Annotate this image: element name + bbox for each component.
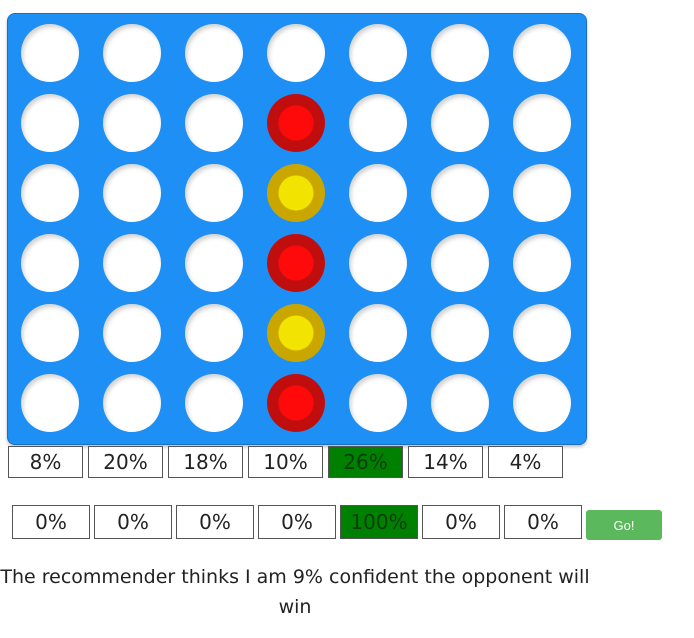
red-disc[interactable] bbox=[267, 94, 325, 152]
empty-slot[interactable] bbox=[513, 94, 571, 152]
empty-slot[interactable] bbox=[103, 234, 161, 292]
recommendation-column-7[interactable]: 4% bbox=[488, 446, 563, 478]
recommendation-column-1[interactable]: 8% bbox=[8, 446, 83, 478]
empty-slot[interactable] bbox=[431, 234, 489, 292]
go-button[interactable]: Go! bbox=[586, 510, 662, 540]
yellow-disc[interactable] bbox=[267, 304, 325, 362]
yellow-disc[interactable] bbox=[267, 164, 325, 222]
empty-slot[interactable] bbox=[185, 234, 243, 292]
selection-column-6[interactable]: 0% bbox=[422, 505, 500, 539]
selection-column-4[interactable]: 0% bbox=[258, 505, 336, 539]
selection-column-2[interactable]: 0% bbox=[94, 505, 172, 539]
empty-slot[interactable] bbox=[349, 164, 407, 222]
empty-slot[interactable] bbox=[431, 304, 489, 362]
recommendation-column-3[interactable]: 18% bbox=[168, 446, 243, 478]
empty-slot[interactable] bbox=[513, 374, 571, 432]
game-board bbox=[7, 13, 587, 445]
empty-slot[interactable] bbox=[349, 24, 407, 82]
empty-slot[interactable] bbox=[431, 374, 489, 432]
empty-slot[interactable] bbox=[21, 94, 79, 152]
empty-slot[interactable] bbox=[513, 304, 571, 362]
selection-column-3[interactable]: 0% bbox=[176, 505, 254, 539]
empty-slot[interactable] bbox=[103, 24, 161, 82]
empty-slot[interactable] bbox=[349, 94, 407, 152]
empty-slot[interactable] bbox=[21, 374, 79, 432]
empty-slot[interactable] bbox=[349, 304, 407, 362]
empty-slot[interactable] bbox=[21, 304, 79, 362]
empty-slot[interactable] bbox=[349, 374, 407, 432]
status-message: The recommender thinks I am 9% confident… bbox=[0, 566, 590, 618]
empty-slot[interactable] bbox=[431, 94, 489, 152]
empty-slot[interactable] bbox=[431, 24, 489, 82]
red-disc[interactable] bbox=[267, 374, 325, 432]
empty-slot[interactable] bbox=[103, 94, 161, 152]
empty-slot[interactable] bbox=[21, 24, 79, 82]
empty-slot[interactable] bbox=[103, 304, 161, 362]
empty-slot[interactable] bbox=[21, 234, 79, 292]
empty-slot[interactable] bbox=[185, 304, 243, 362]
empty-slot[interactable] bbox=[185, 374, 243, 432]
recommendation-column-2[interactable]: 20% bbox=[88, 446, 163, 478]
empty-slot[interactable] bbox=[513, 24, 571, 82]
recommendation-column-4[interactable]: 10% bbox=[248, 446, 323, 478]
empty-slot[interactable] bbox=[21, 164, 79, 222]
recommendation-column-6[interactable]: 14% bbox=[408, 446, 483, 478]
red-disc[interactable] bbox=[267, 234, 325, 292]
empty-slot[interactable] bbox=[267, 24, 325, 82]
empty-slot[interactable] bbox=[103, 164, 161, 222]
recommendation-column-5[interactable]: 26% bbox=[328, 446, 403, 478]
empty-slot[interactable] bbox=[185, 164, 243, 222]
empty-slot[interactable] bbox=[431, 164, 489, 222]
selection-column-7[interactable]: 0% bbox=[504, 505, 582, 539]
empty-slot[interactable] bbox=[513, 164, 571, 222]
empty-slot[interactable] bbox=[185, 94, 243, 152]
selection-column-5[interactable]: 100% bbox=[340, 505, 418, 539]
empty-slot[interactable] bbox=[185, 24, 243, 82]
selection-column-1[interactable]: 0% bbox=[12, 505, 90, 539]
empty-slot[interactable] bbox=[513, 234, 571, 292]
empty-slot[interactable] bbox=[349, 234, 407, 292]
empty-slot[interactable] bbox=[103, 374, 161, 432]
